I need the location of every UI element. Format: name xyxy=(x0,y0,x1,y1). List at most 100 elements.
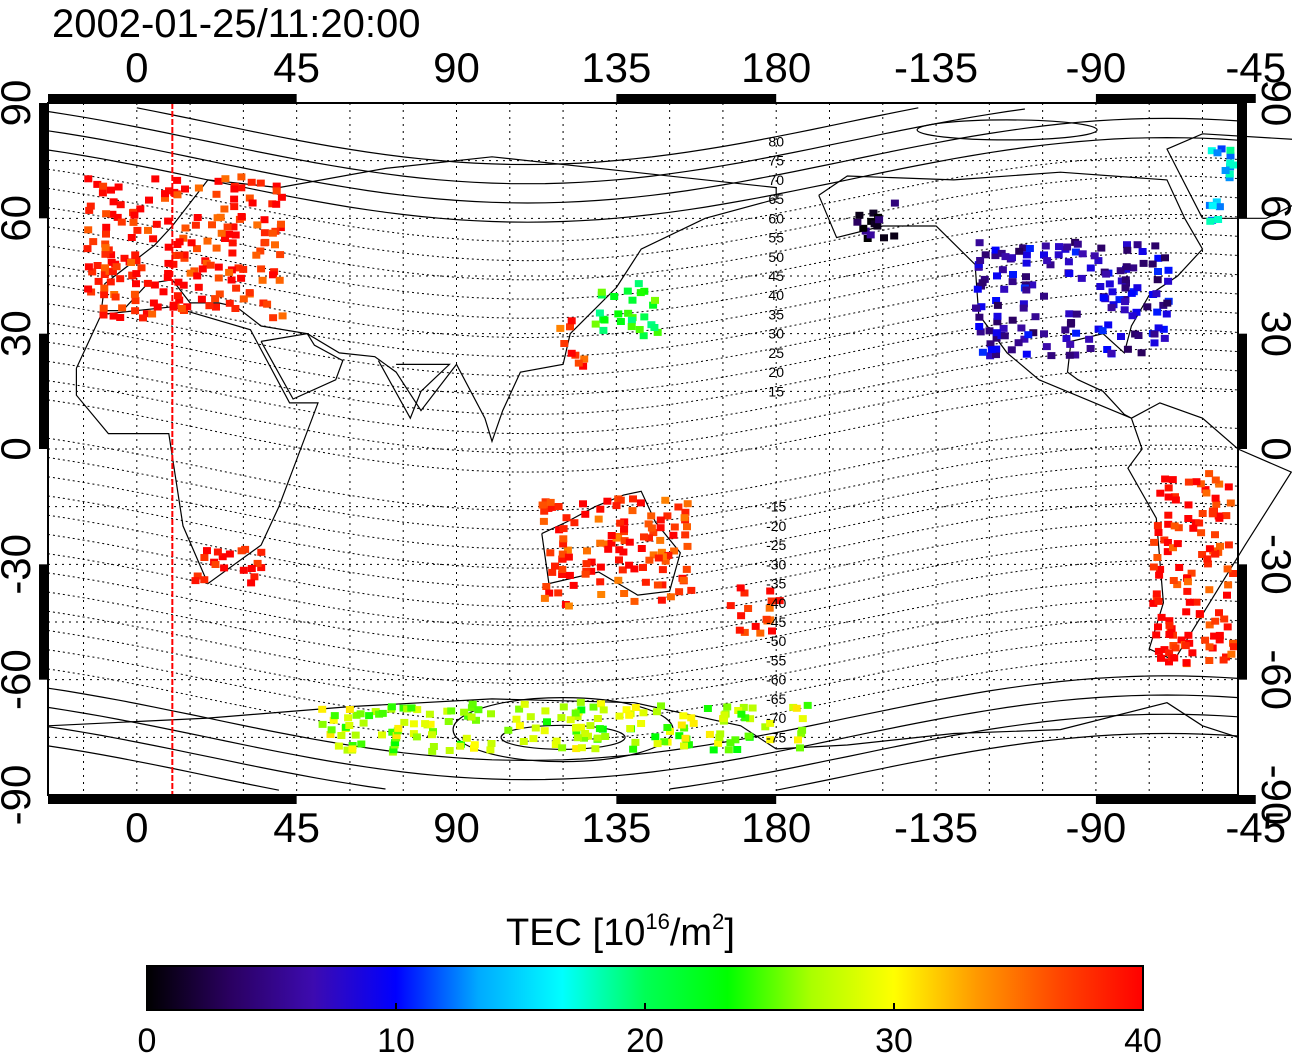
tec-cell xyxy=(628,296,637,304)
tec-cell xyxy=(456,742,465,750)
tec-cell xyxy=(175,296,184,304)
tec-cell xyxy=(612,502,621,510)
tec-cell xyxy=(570,519,579,527)
tec-cell xyxy=(1024,331,1033,339)
tec-cell xyxy=(594,515,603,523)
tec-cell xyxy=(737,612,746,620)
tec-cell xyxy=(447,707,456,715)
tec-cell xyxy=(378,731,386,739)
tec-cell xyxy=(1159,325,1168,333)
tec-cell xyxy=(1164,511,1173,519)
contour-line xyxy=(47,367,1239,454)
tec-cell xyxy=(1196,480,1205,488)
tec-cell xyxy=(212,244,221,252)
tec-cell xyxy=(647,524,656,532)
tec-cell xyxy=(541,707,550,715)
tec-cell xyxy=(992,345,1001,353)
tec-cell xyxy=(1197,529,1206,537)
tec-cell xyxy=(631,704,640,711)
tec-cell xyxy=(277,193,286,201)
tec-cell xyxy=(211,295,220,303)
tec-cell xyxy=(581,730,590,737)
tec-cell xyxy=(687,586,696,594)
tec-cell xyxy=(1019,304,1028,312)
tec-cell xyxy=(991,246,1000,254)
tec-cell xyxy=(660,738,669,746)
tec-cell xyxy=(610,293,619,300)
tec-cell xyxy=(142,310,151,318)
left-lat-tick-label: -90 xyxy=(0,765,39,826)
contour-label: 75 xyxy=(768,153,784,169)
tec-cell xyxy=(863,235,872,242)
tec-cell xyxy=(102,223,111,231)
tec-cell xyxy=(1129,264,1138,272)
tec-cell xyxy=(658,553,667,561)
tec-cell xyxy=(1182,659,1191,667)
tec-cell xyxy=(247,579,256,587)
tec-cell xyxy=(656,524,665,532)
tec-cell xyxy=(1164,277,1173,285)
tec-cell xyxy=(271,241,279,249)
tec-cell xyxy=(992,297,1001,304)
tec-cell xyxy=(741,714,750,722)
tec-cell xyxy=(620,525,629,533)
tec-cell xyxy=(607,539,616,547)
tec-cell xyxy=(616,519,625,527)
tec-cell xyxy=(112,263,121,271)
tec-cell xyxy=(256,247,265,255)
tec-cell xyxy=(589,703,598,711)
tec-cell xyxy=(412,733,421,741)
tec-cell xyxy=(548,503,556,511)
frame-bar xyxy=(1238,103,1247,219)
tec-cell xyxy=(429,743,438,750)
tec-cell xyxy=(1163,548,1172,556)
tec-cell xyxy=(327,726,336,734)
tec-cell xyxy=(128,271,137,279)
tec-cell xyxy=(1210,632,1219,640)
tec-cell xyxy=(656,516,665,524)
colorbar-ticks: 0 10 20 30 40 xyxy=(138,1003,1162,1057)
contour-label: -15 xyxy=(766,499,786,515)
tec-cell xyxy=(98,189,107,197)
tec-cell xyxy=(268,229,277,237)
tec-cell xyxy=(596,578,605,586)
tec-cell xyxy=(1216,542,1224,550)
tec-cell xyxy=(591,745,600,753)
tec-cell xyxy=(193,272,202,280)
tec-cell xyxy=(1154,254,1163,262)
tec-cell xyxy=(683,500,692,508)
colorbar-tick-label: 40 xyxy=(1124,1022,1162,1057)
tec-cell xyxy=(1183,587,1192,595)
tec-cell xyxy=(1215,631,1224,639)
tec-cell xyxy=(603,540,612,548)
tec-cell xyxy=(247,178,256,186)
right-lat-tick-label: -90 xyxy=(1253,765,1292,826)
tec-cell xyxy=(740,589,749,597)
tec-cell xyxy=(1072,329,1081,337)
tec-cell xyxy=(1211,476,1220,484)
tec-cell xyxy=(99,304,108,312)
tec-cell xyxy=(152,220,161,228)
contour-line xyxy=(47,136,1239,223)
contour-line xyxy=(47,732,1239,791)
tec-cell xyxy=(1161,254,1169,262)
tec-cell xyxy=(214,263,223,271)
tec-cell xyxy=(1208,510,1217,518)
contour-label: 25 xyxy=(768,345,784,361)
tec-cell xyxy=(1189,524,1198,532)
tec-cell xyxy=(978,348,987,356)
left-lat-tick-label: 60 xyxy=(0,195,39,242)
tec-cell xyxy=(1154,623,1162,631)
tec-cell xyxy=(137,264,146,272)
tec-cell xyxy=(551,562,559,570)
bottom-lon-tick-label: -45 xyxy=(1225,804,1286,851)
tec-cell xyxy=(1047,352,1056,360)
tec-cell xyxy=(228,249,237,257)
tec-cell xyxy=(620,537,629,545)
tec-cell xyxy=(654,554,663,562)
tec-cell xyxy=(519,738,528,745)
left-lat-tick-label: 30 xyxy=(0,310,39,357)
tec-cell xyxy=(975,239,984,247)
tec-cell xyxy=(567,349,576,357)
tec-cell xyxy=(1174,524,1183,532)
